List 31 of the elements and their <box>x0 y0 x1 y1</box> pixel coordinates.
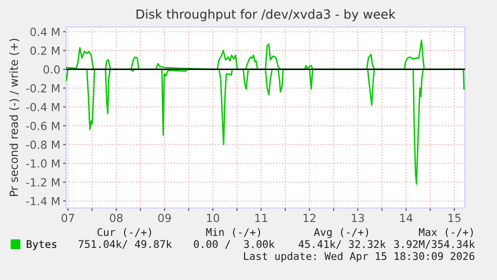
x-tick-label: 07 <box>62 214 74 222</box>
text: 3.92M/354.34k <box>394 240 475 249</box>
x-tick-label: 12 <box>304 214 316 222</box>
x-tick-label: 11 <box>255 214 268 222</box>
text: Cur (-/+) <box>97 228 152 238</box>
text: Avg (-/+) <box>314 228 368 238</box>
x-tick-label: 09 <box>158 214 171 222</box>
x-tick-label: 08 <box>110 214 123 222</box>
text: Min (-/+) <box>206 228 260 238</box>
text: 45.41k/ 32.32k <box>298 240 386 249</box>
text: 0.00 / 3.00k <box>194 240 275 249</box>
y-tick-label: -0.8 M <box>26 140 60 149</box>
y-tick-label: -1.4 M <box>26 197 60 206</box>
legend-label: Bytes <box>26 240 56 250</box>
x-tick-label: 13 <box>352 214 364 222</box>
y-tick-label: -0.6 M <box>26 122 60 130</box>
x-tick-label: 10 <box>207 214 220 222</box>
y-tick-label: 0.4 M <box>30 28 60 36</box>
y-axis-title: Pr second read (-) / write (+) <box>9 38 20 196</box>
y-tick-label: -0.4 M <box>26 102 60 112</box>
y-tick-label: 0.0 <box>44 65 60 74</box>
x-tick-label: 14 <box>400 214 413 222</box>
chart-title: Disk throughput for /dev/xvda3 - by week <box>136 9 396 22</box>
text: Max (-/+) <box>418 228 473 238</box>
y-tick-label: 0.2 M <box>30 46 60 55</box>
y-tick-label: -1.0 M <box>26 159 60 168</box>
text: Last update: Wed Apr 15 18:30:09 2026 <box>244 252 474 262</box>
x-tick-label: 15 <box>448 214 460 222</box>
y-tick-label: -0.2 M <box>26 84 60 92</box>
y-tick-label: -1.2 M <box>26 178 60 186</box>
text: 751.04k/ 49.87k <box>78 240 172 249</box>
